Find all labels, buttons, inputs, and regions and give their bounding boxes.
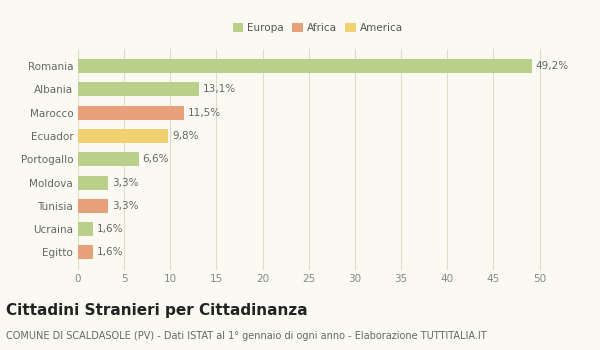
Bar [78,245,93,259]
Text: 1,6%: 1,6% [97,224,123,234]
Bar [78,199,109,213]
Text: 49,2%: 49,2% [536,61,569,71]
Bar [78,59,532,73]
Bar [78,152,139,166]
Text: 1,6%: 1,6% [97,247,123,258]
Text: 11,5%: 11,5% [188,108,221,118]
Bar [78,222,93,236]
Text: 13,1%: 13,1% [203,84,236,94]
Bar [78,176,109,190]
Text: 9,8%: 9,8% [172,131,199,141]
Bar [78,106,184,120]
Bar [78,82,199,96]
Text: Cittadini Stranieri per Cittadinanza: Cittadini Stranieri per Cittadinanza [6,303,308,318]
Text: 3,3%: 3,3% [112,201,139,211]
Text: 3,3%: 3,3% [112,177,139,188]
Text: 6,6%: 6,6% [143,154,169,164]
Bar [78,129,169,143]
Legend: Europa, Africa, America: Europa, Africa, America [229,19,407,37]
Text: COMUNE DI SCALDASOLE (PV) - Dati ISTAT al 1° gennaio di ogni anno - Elaborazione: COMUNE DI SCALDASOLE (PV) - Dati ISTAT a… [6,331,487,341]
